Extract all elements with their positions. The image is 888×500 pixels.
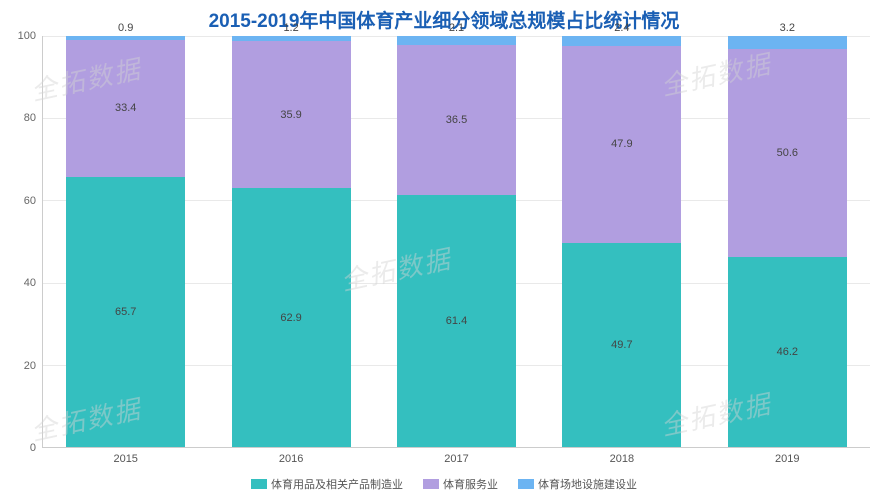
bar-stack: 49.747.92.4 xyxy=(562,36,681,447)
legend-swatch xyxy=(251,479,267,489)
bar-value-label: 65.7 xyxy=(66,306,185,318)
bar-stack: 65.733.40.9 xyxy=(66,36,185,447)
bar-segment xyxy=(562,36,681,46)
legend-item: 体育场地设施建设业 xyxy=(518,476,637,492)
bar-segment xyxy=(66,36,185,40)
legend-label: 体育场地设施建设业 xyxy=(538,479,637,491)
bar-segment xyxy=(397,36,516,45)
legend-item: 体育用品及相关产品制造业 xyxy=(251,476,403,492)
x-axis-label: 2019 xyxy=(705,453,870,465)
bar-top-label: 0.9 xyxy=(66,22,185,34)
bar-top-label: 1.2 xyxy=(232,22,351,34)
bar-top-label: 2.1 xyxy=(397,22,516,34)
y-tick-label: 0 xyxy=(30,442,36,454)
legend-swatch xyxy=(518,479,534,489)
bar-stack: 61.436.52.1 xyxy=(397,36,516,447)
bar-value-label: 61.4 xyxy=(397,315,516,327)
y-tick-label: 100 xyxy=(18,30,36,42)
bar-top-label: 2.4 xyxy=(562,22,681,34)
bar-value-label: 62.9 xyxy=(232,312,351,324)
y-tick-label: 40 xyxy=(24,277,36,289)
bar-stack: 62.935.91.2 xyxy=(232,36,351,447)
y-tick-label: 20 xyxy=(24,360,36,372)
bar-value-label: 47.9 xyxy=(562,138,681,150)
plot-area: 201565.733.40.9201662.935.91.2201761.436… xyxy=(42,36,870,448)
legend-label: 体育用品及相关产品制造业 xyxy=(271,479,403,491)
legend-label: 体育服务业 xyxy=(443,479,498,491)
x-axis-label: 2016 xyxy=(208,453,373,465)
legend-item: 体育服务业 xyxy=(423,476,498,492)
legend: 体育用品及相关产品制造业 体育服务业 体育场地设施建设业 xyxy=(0,476,888,492)
y-tick-label: 60 xyxy=(24,195,36,207)
y-tick-label: 80 xyxy=(24,112,36,124)
legend-swatch xyxy=(423,479,439,489)
bar-value-label: 35.9 xyxy=(232,109,351,121)
bar-value-label: 49.7 xyxy=(562,339,681,351)
x-axis-label: 2017 xyxy=(374,453,539,465)
bar-value-label: 33.4 xyxy=(66,102,185,114)
bar-segment xyxy=(232,36,351,41)
bar-value-label: 36.5 xyxy=(397,114,516,126)
x-axis-label: 2018 xyxy=(539,453,704,465)
bar-stack: 46.250.63.2 xyxy=(728,36,847,447)
x-axis-label: 2015 xyxy=(43,453,208,465)
bar-segment xyxy=(728,36,847,49)
bar-value-label: 50.6 xyxy=(728,147,847,159)
chart-area: 020406080100 201565.733.40.9201662.935.9… xyxy=(42,36,870,448)
y-axis: 020406080100 xyxy=(12,36,40,448)
bar-value-label: 46.2 xyxy=(728,346,847,358)
bar-top-label: 3.2 xyxy=(728,22,847,34)
